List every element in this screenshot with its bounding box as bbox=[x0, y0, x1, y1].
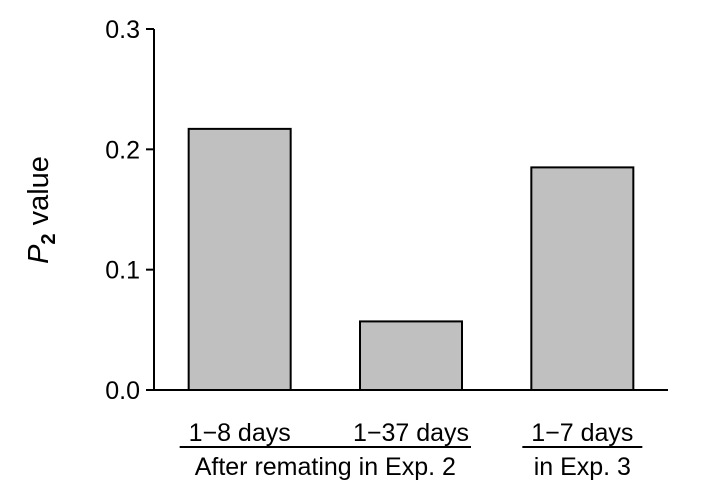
bar bbox=[530, 166, 635, 391]
bars bbox=[187, 127, 635, 391]
group-label: After remating in Exp. 2 bbox=[195, 453, 456, 481]
category-label: 1−8 days bbox=[189, 419, 291, 447]
y-axis-label-suffix: value bbox=[23, 156, 55, 233]
y-tick-label: 0.2 bbox=[105, 136, 140, 164]
group-label: in Exp. 3 bbox=[534, 453, 631, 481]
x-axis: 1−8 days 1−37 days 1−7 days After remating … bbox=[154, 389, 668, 481]
category-label: 1−7 days bbox=[531, 419, 633, 447]
y-tick-label: 0.3 bbox=[105, 16, 140, 44]
y-axis-label-subscript: 2 bbox=[38, 233, 60, 244]
category-label: 1−37 days bbox=[353, 419, 469, 447]
bar bbox=[187, 127, 292, 391]
bar bbox=[359, 320, 463, 391]
y-tick-label: 0.0 bbox=[105, 377, 140, 405]
y-axis: 0.0 0.1 0.2 0.3 bbox=[105, 16, 155, 405]
y-axis-label: P2 value bbox=[23, 156, 60, 264]
y-axis-label-main: P bbox=[23, 244, 55, 264]
y-tick-label: 0.1 bbox=[105, 257, 140, 285]
